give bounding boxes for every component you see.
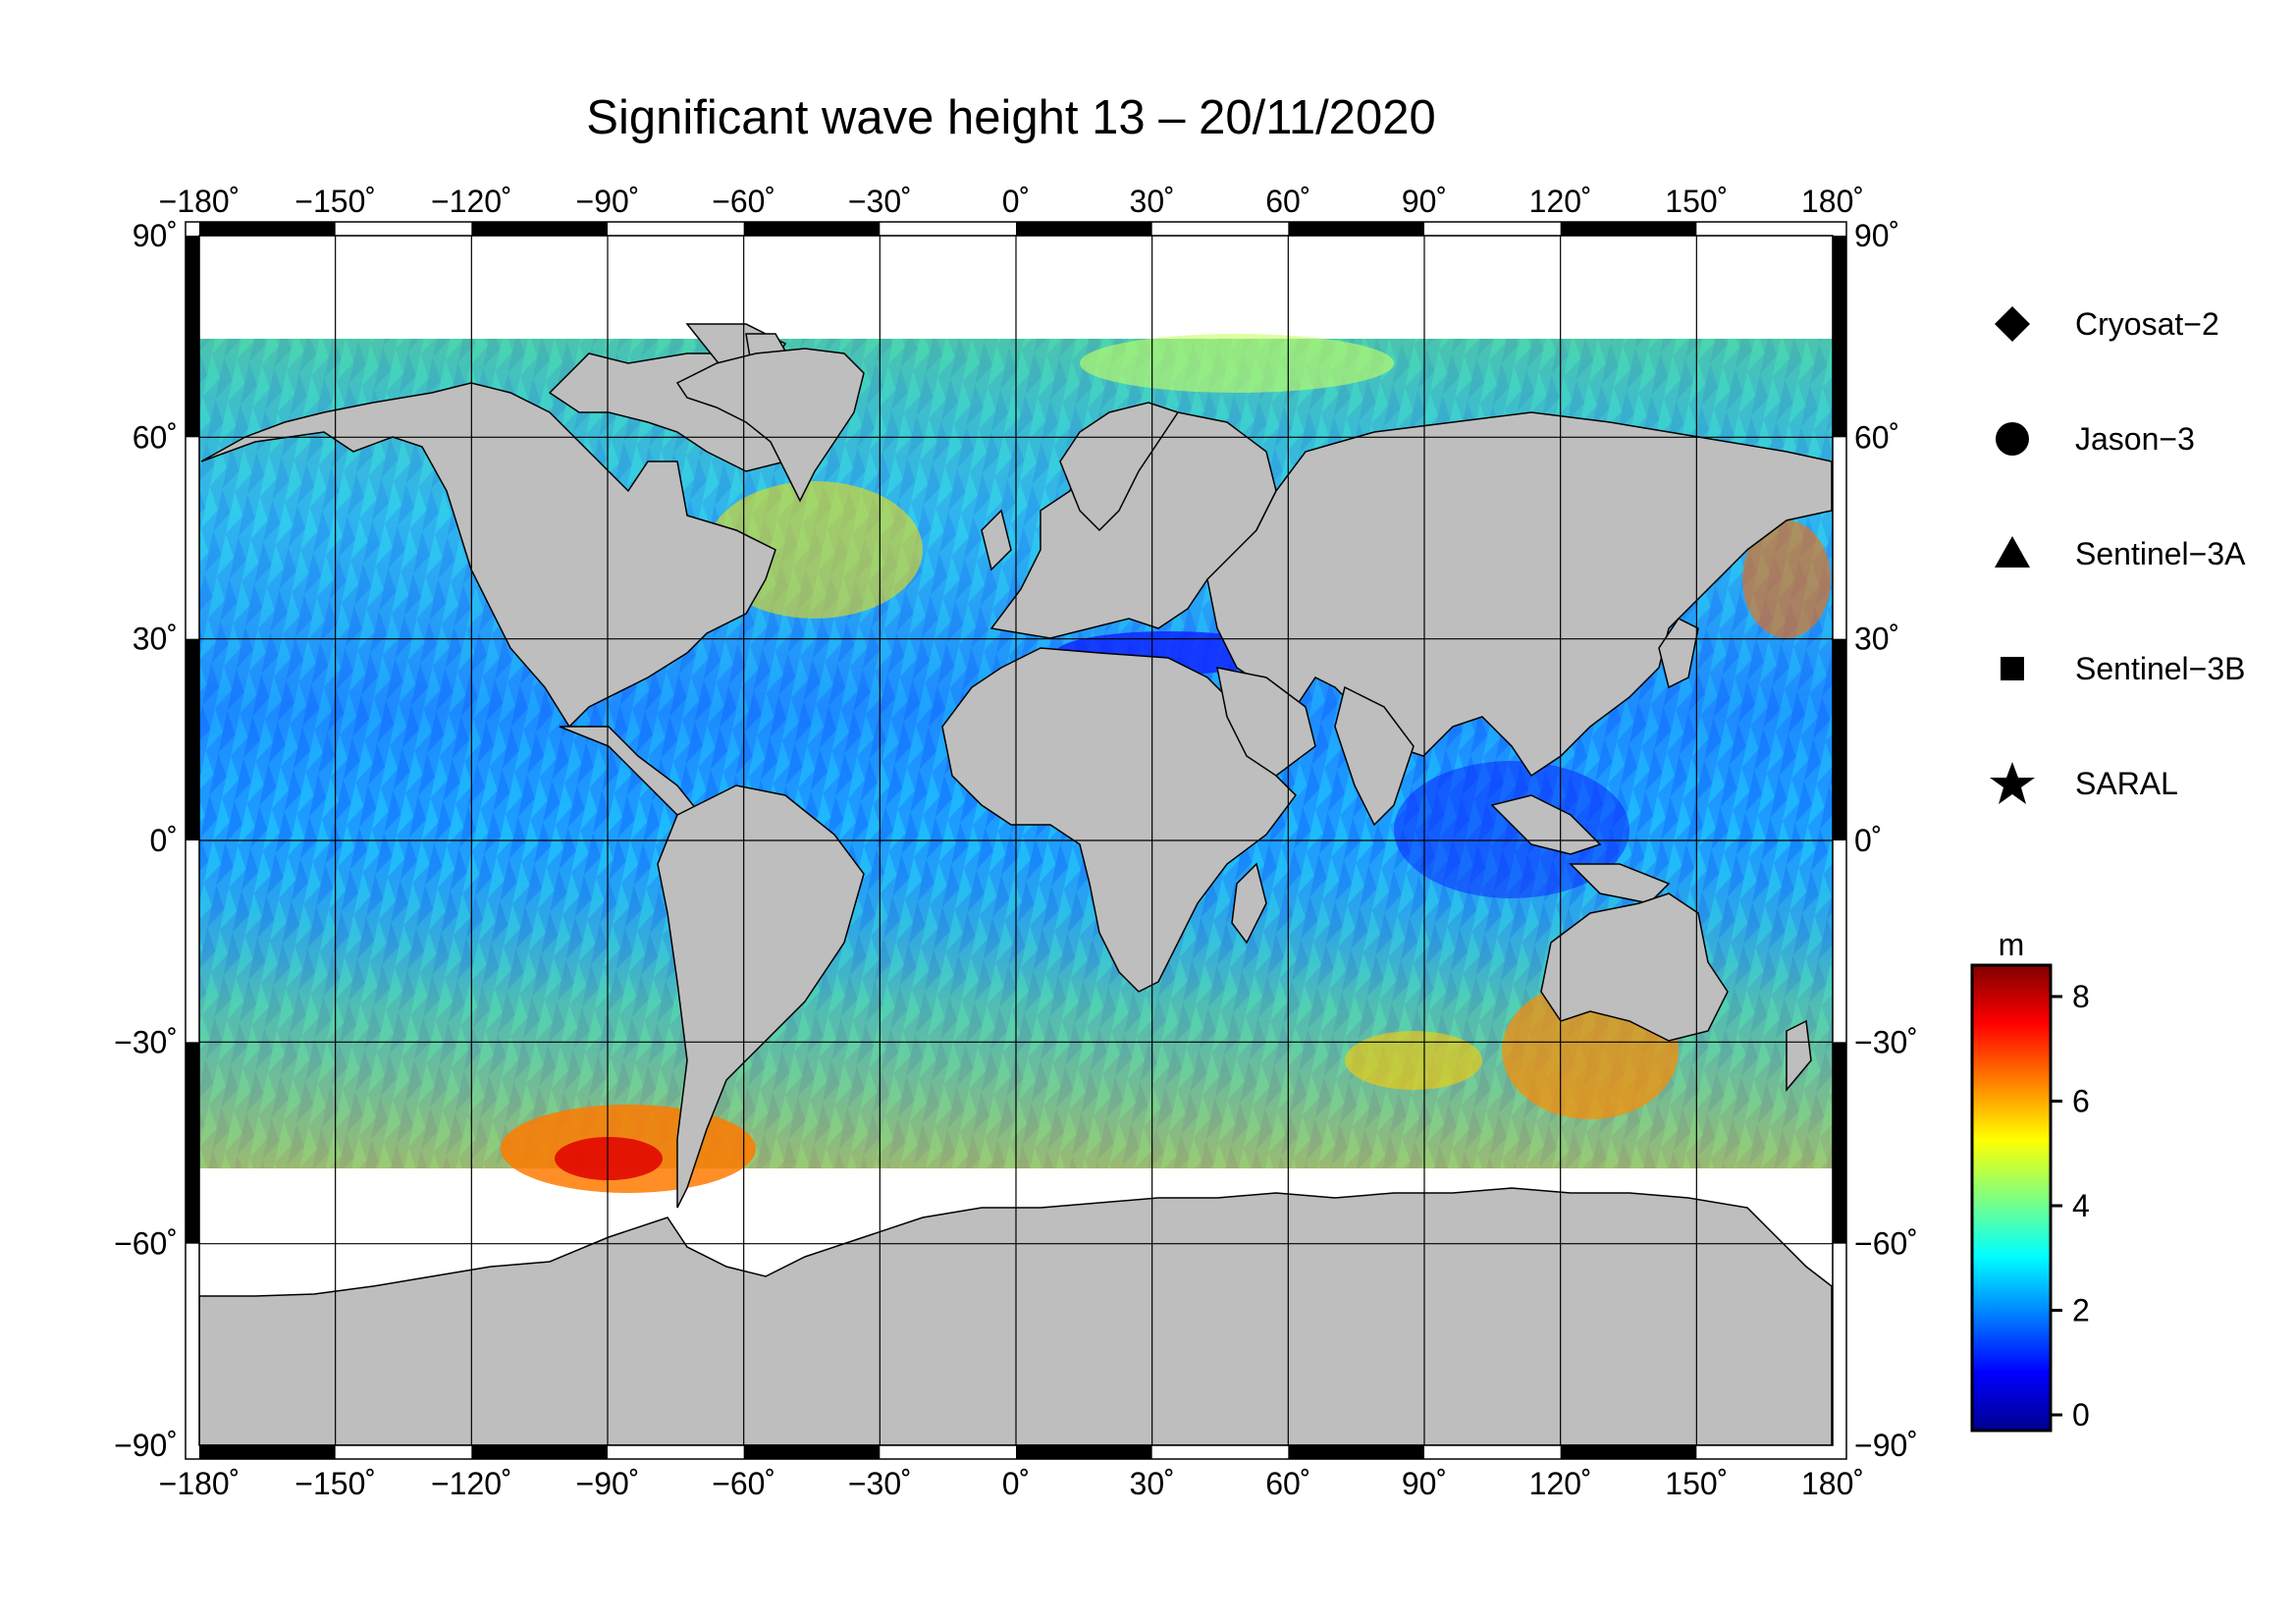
- lon-tick-label-top: −60˚: [712, 184, 775, 219]
- lat-tick-label-left: 60˚: [133, 419, 178, 455]
- lat-tick-label-right: 30˚: [1854, 622, 1899, 657]
- legend-item: Cryosat−2: [1983, 295, 2219, 353]
- legend-label: Sentinel−3A: [2075, 535, 2246, 571]
- tick-labels: −180˚ −180˚ −150˚ −150˚ −120˚ −120˚ −90˚ −90˚ −6…: [114, 184, 1918, 1501]
- frame-segment: [1016, 1445, 1152, 1459]
- lon-tick-label-top: −180˚: [159, 184, 240, 219]
- lat-tick-label-right: 0˚: [1854, 823, 1882, 858]
- frame-segment: [186, 638, 199, 840]
- lat-tick-label-left: −90˚: [114, 1428, 178, 1463]
- lon-tick-label-bottom: 150˚: [1665, 1466, 1728, 1501]
- europe: [989, 411, 1277, 639]
- legend-item: SARAL: [1983, 754, 2178, 813]
- lat-tick-label-left: 30˚: [133, 622, 178, 657]
- lon-tick-label-top: −120˚: [431, 184, 512, 219]
- lat-tick-label-right: −90˚: [1854, 1428, 1918, 1463]
- lon-tick-label-bottom: −30˚: [848, 1466, 912, 1501]
- north-america: [200, 382, 776, 729]
- data-layer: [199, 236, 1833, 1445]
- colorbar-tick-label: 6: [2072, 1083, 2090, 1118]
- legend-item: Sentinel−3B: [1983, 639, 2245, 698]
- lon-tick-label-top: 30˚: [1130, 184, 1175, 219]
- diamond-icon: [1983, 295, 2042, 353]
- map-title: Significant wave height 13 – 20/11/2020: [586, 91, 1436, 144]
- colorbar: m 0 2 4 6 8: [1970, 927, 2090, 1433]
- legend-label: SARAL: [2075, 765, 2178, 801]
- lon-tick-label-top: −150˚: [294, 184, 376, 219]
- frame-segment: [1833, 236, 1846, 438]
- frame-segment: [186, 1042, 199, 1244]
- lon-tick-label-top: −30˚: [848, 184, 912, 219]
- lat-tick-label-right: −30˚: [1854, 1024, 1918, 1059]
- colorbar-ramp: [1970, 963, 2053, 1433]
- frame-segment: [743, 1445, 881, 1459]
- colorbar-unit: m: [1999, 927, 2025, 962]
- lon-tick-label-top: 60˚: [1265, 184, 1310, 219]
- lon-tick-label-bottom: 60˚: [1265, 1466, 1310, 1501]
- lon-tick-label-top: 150˚: [1665, 184, 1728, 219]
- lon-tick-label-bottom: −180˚: [159, 1466, 240, 1501]
- asia: [1206, 411, 1833, 778]
- lon-tick-label-bottom: −60˚: [712, 1466, 775, 1501]
- frame-segment: [1560, 222, 1697, 236]
- lon-tick-label-bottom: 180˚: [1801, 1466, 1864, 1501]
- lat-tick-label-right: −60˚: [1854, 1226, 1918, 1262]
- lat-tick-label-left: −30˚: [114, 1024, 178, 1059]
- frame-segment: [1016, 222, 1152, 236]
- lon-tick-label-bottom: 120˚: [1529, 1466, 1592, 1501]
- africa: [941, 647, 1297, 993]
- colorbar-tick-label: 0: [2072, 1397, 2090, 1433]
- colorbar-tick-label: 2: [2072, 1293, 2090, 1328]
- australia: [1540, 893, 1729, 1042]
- map-frame: [185, 221, 1847, 1460]
- frame-segment: [1560, 1445, 1697, 1459]
- frame-segment: [1288, 1445, 1424, 1459]
- frame-segment: [471, 222, 608, 236]
- legend-label: Sentinel−3B: [2075, 650, 2246, 686]
- star-icon: [1983, 754, 2042, 813]
- lat-tick-label-left: 0˚: [150, 823, 178, 858]
- lon-tick-label-bottom: −90˚: [576, 1466, 640, 1501]
- frame-segment: [1833, 638, 1846, 840]
- legend-item: Sentinel−3A: [1983, 524, 2245, 583]
- lon-tick-label-top: 90˚: [1402, 184, 1447, 219]
- frame-segment: [743, 222, 881, 236]
- frame-segment: [1288, 222, 1424, 236]
- lat-tick-label-left: 90˚: [133, 218, 178, 253]
- colorbar-tick-label: 8: [2072, 979, 2090, 1014]
- lon-tick-label-bottom: −150˚: [294, 1466, 376, 1501]
- frame-segment: [186, 236, 199, 438]
- lat-tick-label-left: −60˚: [114, 1226, 178, 1262]
- graticule: [199, 236, 1833, 1445]
- square-icon: [1983, 639, 2042, 698]
- triangle-icon: [1983, 524, 2042, 583]
- circle-icon: [1983, 409, 2042, 468]
- lat-tick-label-right: 90˚: [1854, 218, 1899, 253]
- lat-tick-label-right: 60˚: [1854, 419, 1899, 455]
- lon-tick-label-top: −90˚: [576, 184, 640, 219]
- lon-tick-label-top: 0˚: [1002, 184, 1030, 219]
- frame-segment: [1833, 1042, 1846, 1244]
- lon-tick-label-bottom: 0˚: [1002, 1466, 1030, 1501]
- lon-tick-label-bottom: 90˚: [1402, 1466, 1447, 1501]
- south-america: [657, 784, 865, 1209]
- legend-label: Cryosat−2: [2075, 305, 2219, 342]
- lon-tick-label-bottom: 30˚: [1130, 1466, 1175, 1501]
- legend-label: Jason−3: [2075, 420, 2195, 457]
- frame-segment: [199, 1445, 336, 1459]
- lon-tick-label-bottom: −120˚: [431, 1466, 512, 1501]
- lon-tick-label-top: 120˚: [1529, 184, 1592, 219]
- colorbar-tick-label: 4: [2072, 1188, 2090, 1223]
- lon-tick-label-top: 180˚: [1801, 184, 1864, 219]
- frame-segment: [471, 1445, 608, 1459]
- frame-segment: [199, 222, 336, 236]
- legend-item: Jason−3: [1983, 409, 2195, 468]
